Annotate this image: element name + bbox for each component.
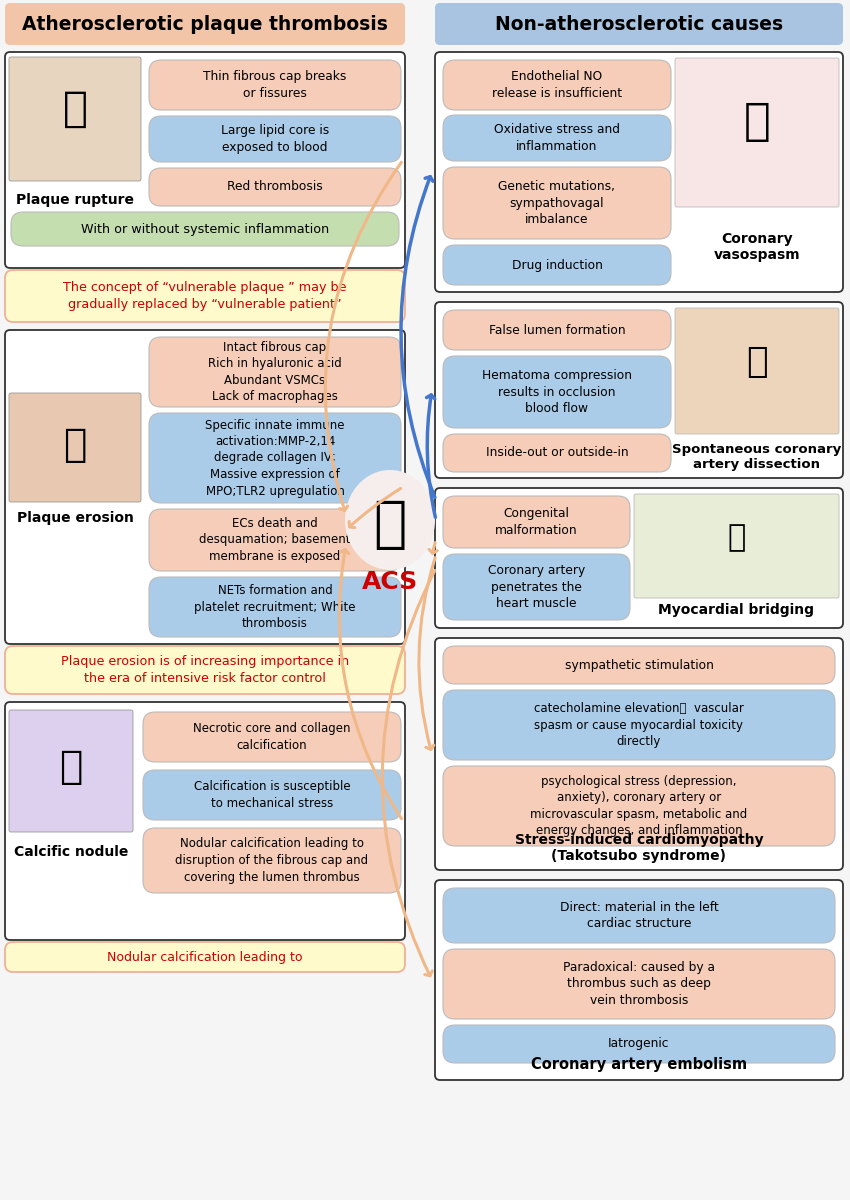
Text: Endothelial NO
release is insufficient: Endothelial NO release is insufficient [492, 71, 622, 100]
Text: Atherosclerotic plaque thrombosis: Atherosclerotic plaque thrombosis [22, 14, 388, 34]
Text: Genetic mutations,
sympathovagal
imbalance: Genetic mutations, sympathovagal imbalan… [498, 180, 615, 226]
FancyBboxPatch shape [443, 690, 835, 760]
FancyBboxPatch shape [443, 434, 671, 472]
FancyBboxPatch shape [149, 60, 401, 110]
Text: Oxidative stress and
inflammation: Oxidative stress and inflammation [494, 124, 620, 152]
Text: 🫀: 🫀 [373, 498, 406, 552]
FancyBboxPatch shape [9, 392, 141, 502]
FancyBboxPatch shape [443, 766, 835, 846]
FancyBboxPatch shape [149, 337, 401, 407]
Text: Inside-out or outside-in: Inside-out or outside-in [485, 446, 628, 460]
Text: Coronary artery embolism: Coronary artery embolism [531, 1056, 747, 1072]
Text: Calcific nodule: Calcific nodule [14, 845, 128, 859]
Text: Myocardial bridging: Myocardial bridging [659, 602, 814, 617]
Text: With or without systemic inflammation: With or without systemic inflammation [81, 222, 329, 235]
FancyBboxPatch shape [435, 52, 843, 292]
Text: Paradoxical: caused by a
thrombus such as deep
vein thrombosis: Paradoxical: caused by a thrombus such a… [563, 961, 715, 1007]
FancyBboxPatch shape [435, 638, 843, 870]
Text: Congenital
malformation: Congenital malformation [496, 508, 578, 536]
Text: 🫀: 🫀 [746, 346, 768, 379]
Text: Large lipid core is
exposed to blood: Large lipid core is exposed to blood [221, 125, 329, 154]
FancyBboxPatch shape [443, 115, 671, 161]
Text: NETs formation and
platelet recruitment; White
thrombosis: NETs formation and platelet recruitment;… [195, 584, 356, 630]
FancyBboxPatch shape [435, 302, 843, 478]
Text: 🔬: 🔬 [60, 748, 82, 786]
Text: False lumen formation: False lumen formation [489, 324, 626, 336]
Text: Intact fibrous cap
Rich in hyaluronic acid
Abundant VSMCs
Lack of macrophages: Intact fibrous cap Rich in hyaluronic ac… [208, 341, 342, 403]
Text: Direct: material in the left
cardiac structure: Direct: material in the left cardiac str… [559, 901, 718, 930]
Text: Stress-induced cardiomyopathy
(Takotsubo syndrome): Stress-induced cardiomyopathy (Takotsubo… [515, 833, 763, 863]
FancyBboxPatch shape [149, 413, 401, 503]
FancyBboxPatch shape [443, 167, 671, 239]
FancyBboxPatch shape [675, 308, 839, 434]
Text: 🫀: 🫀 [63, 88, 88, 130]
FancyBboxPatch shape [11, 212, 399, 246]
Text: Drug induction: Drug induction [512, 258, 603, 271]
FancyBboxPatch shape [143, 828, 401, 893]
Text: Iatrogenic: Iatrogenic [609, 1038, 670, 1050]
Text: Thin fibrous cap breaks
or fissures: Thin fibrous cap breaks or fissures [203, 71, 347, 100]
Text: Hematoma compression
results in occlusion
blood flow: Hematoma compression results in occlusio… [482, 370, 632, 415]
Text: Non-atherosclerotic causes: Non-atherosclerotic causes [495, 14, 783, 34]
FancyBboxPatch shape [435, 488, 843, 628]
FancyBboxPatch shape [143, 712, 401, 762]
Text: ECs death and
desquamation; basement
membrane is exposed: ECs death and desquamation; basement mem… [199, 517, 351, 563]
FancyBboxPatch shape [149, 116, 401, 162]
FancyBboxPatch shape [5, 2, 405, 44]
Text: Nodular calcification leading to
disruption of the fibrous cap and
covering the : Nodular calcification leading to disrupt… [175, 838, 369, 883]
Text: Necrotic core and collagen
calcification: Necrotic core and collagen calcification [193, 722, 351, 751]
FancyBboxPatch shape [443, 310, 671, 350]
FancyBboxPatch shape [443, 1025, 835, 1063]
Text: 🫀: 🫀 [63, 426, 87, 464]
FancyBboxPatch shape [443, 496, 630, 548]
FancyBboxPatch shape [5, 942, 405, 972]
FancyBboxPatch shape [5, 52, 405, 268]
FancyBboxPatch shape [9, 710, 133, 832]
Text: 🩸: 🩸 [744, 101, 770, 144]
Text: Coronary artery
penetrates the
heart muscle: Coronary artery penetrates the heart mus… [488, 564, 585, 610]
FancyBboxPatch shape [5, 702, 405, 940]
FancyBboxPatch shape [435, 2, 843, 44]
Text: Plaque erosion is of increasing importance in
the era of intensive risk factor c: Plaque erosion is of increasing importan… [61, 655, 349, 685]
Text: ACS: ACS [362, 570, 418, 594]
Ellipse shape [345, 470, 435, 570]
FancyBboxPatch shape [443, 60, 671, 110]
FancyBboxPatch shape [5, 330, 405, 644]
FancyBboxPatch shape [443, 888, 835, 943]
Text: Calcification is susceptible
to mechanical stress: Calcification is susceptible to mechanic… [194, 780, 350, 810]
FancyBboxPatch shape [443, 245, 671, 284]
FancyBboxPatch shape [443, 554, 630, 620]
FancyBboxPatch shape [5, 270, 405, 322]
FancyBboxPatch shape [149, 168, 401, 206]
FancyBboxPatch shape [435, 880, 843, 1080]
Text: Specific innate immune
activation:MMP-2,14
degrade collagen IV;
Massive expressi: Specific innate immune activation:MMP-2,… [205, 419, 345, 498]
FancyBboxPatch shape [149, 509, 401, 571]
FancyBboxPatch shape [443, 356, 671, 428]
FancyBboxPatch shape [149, 577, 401, 637]
FancyBboxPatch shape [634, 494, 839, 598]
Text: Coronary
vasospasm: Coronary vasospasm [714, 232, 801, 262]
Text: The concept of “vulnerable plaque ” may be
gradually replaced by “vulnerable pat: The concept of “vulnerable plaque ” may … [63, 281, 347, 311]
Text: Plaque erosion: Plaque erosion [16, 511, 133, 526]
FancyBboxPatch shape [9, 56, 141, 181]
Text: sympathetic stimulation: sympathetic stimulation [564, 659, 713, 672]
FancyBboxPatch shape [443, 949, 835, 1019]
FancyBboxPatch shape [143, 770, 401, 820]
Text: Red thrombosis: Red thrombosis [227, 180, 323, 193]
FancyBboxPatch shape [443, 646, 835, 684]
Text: Nodular calcification leading to: Nodular calcification leading to [107, 950, 303, 964]
FancyBboxPatch shape [5, 646, 405, 694]
Text: psychological stress (depression,
anxiety), coronary artery or
microvascular spa: psychological stress (depression, anxiet… [530, 775, 748, 838]
Text: catecholamine elevation：  vascular
spasm or cause myocardial toxicity
directly: catecholamine elevation： vascular spasm … [534, 702, 744, 748]
Text: 🫀: 🫀 [728, 523, 745, 552]
Text: Plaque rupture: Plaque rupture [16, 193, 134, 206]
FancyBboxPatch shape [675, 58, 839, 206]
Text: Spontaneous coronary
artery dissection: Spontaneous coronary artery dissection [672, 443, 842, 470]
